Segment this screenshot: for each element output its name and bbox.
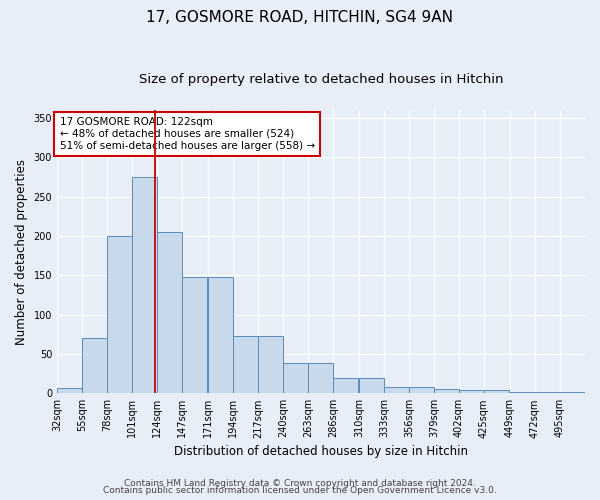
Bar bbox=[384, 387, 409, 394]
Bar bbox=[157, 232, 182, 394]
Bar bbox=[258, 336, 283, 394]
Bar bbox=[359, 378, 384, 394]
Bar bbox=[333, 378, 358, 394]
Text: Contains public sector information licensed under the Open Government Licence v3: Contains public sector information licen… bbox=[103, 486, 497, 495]
Title: Size of property relative to detached houses in Hitchin: Size of property relative to detached ho… bbox=[139, 72, 503, 86]
Bar bbox=[233, 336, 258, 394]
Bar bbox=[409, 387, 434, 394]
Bar bbox=[132, 177, 157, 394]
Bar bbox=[535, 392, 560, 394]
Bar bbox=[560, 392, 585, 394]
Bar bbox=[82, 338, 107, 394]
Bar bbox=[459, 390, 484, 394]
Text: Contains HM Land Registry data © Crown copyright and database right 2024.: Contains HM Land Registry data © Crown c… bbox=[124, 478, 476, 488]
Bar bbox=[308, 364, 333, 394]
X-axis label: Distribution of detached houses by size in Hitchin: Distribution of detached houses by size … bbox=[174, 444, 468, 458]
Text: 17, GOSMORE ROAD, HITCHIN, SG4 9AN: 17, GOSMORE ROAD, HITCHIN, SG4 9AN bbox=[146, 10, 454, 25]
Bar bbox=[484, 390, 509, 394]
Bar bbox=[57, 388, 82, 394]
Bar bbox=[208, 277, 233, 394]
Bar bbox=[182, 277, 207, 394]
Bar bbox=[283, 364, 308, 394]
Bar bbox=[434, 388, 459, 394]
Text: 17 GOSMORE ROAD: 122sqm
← 48% of detached houses are smaller (524)
51% of semi-d: 17 GOSMORE ROAD: 122sqm ← 48% of detache… bbox=[59, 118, 315, 150]
Bar bbox=[107, 236, 132, 394]
Y-axis label: Number of detached properties: Number of detached properties bbox=[15, 159, 28, 345]
Bar bbox=[510, 392, 535, 394]
